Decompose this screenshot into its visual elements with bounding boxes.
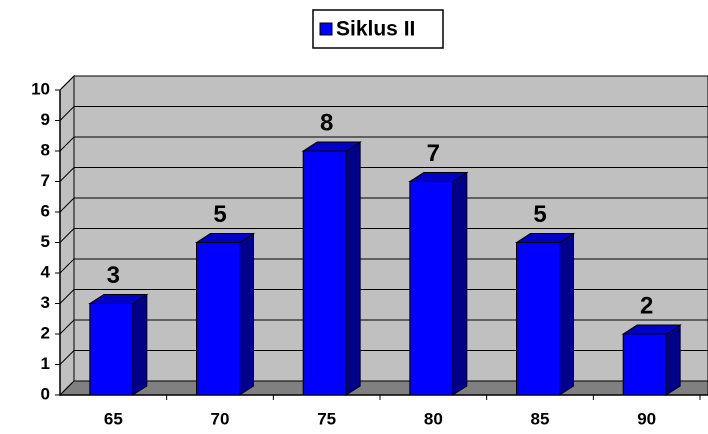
y-tick-label: 2 [41,323,50,342]
bar-side [239,232,254,396]
y-tick-label: 3 [41,293,50,312]
grid-line [59,167,708,182]
legend-swatch [319,22,333,36]
bar [196,242,240,396]
bar-side [559,232,574,396]
data-label: 8 [320,109,333,136]
bar [89,303,134,396]
x-tick-label: 65 [104,409,123,428]
x-tick-label: 70 [211,409,230,428]
bar [302,150,347,396]
bar [409,181,454,396]
data-label: 7 [427,140,440,167]
y-tick-label: 8 [41,140,50,159]
data-label: 3 [107,262,120,289]
legend-box [312,9,444,49]
bar-side [132,293,148,396]
grid-line [59,197,708,213]
grid-line [59,289,708,304]
grid-line [59,75,708,91]
floor [58,380,708,396]
legend-label: Siklus II [336,18,415,41]
bar-side [452,171,468,396]
data-label: 5 [533,201,546,228]
bar-side [665,324,681,396]
y-tick-label: 1 [41,354,50,373]
bar-side [345,141,361,396]
y-tick-label: 4 [41,262,51,281]
x-tick-label: 85 [531,409,550,428]
y-tick-label: 0 [41,384,50,403]
grid-line [59,350,708,365]
grid-line [59,136,708,152]
grid-line [59,380,708,396]
bar [622,333,667,396]
grid-line [59,228,708,243]
y-tick-label: 9 [41,110,50,129]
data-label: 2 [640,292,653,319]
data-label: 5 [213,201,226,228]
legend: Siklus II [312,9,444,49]
grid-line [59,258,708,274]
grid-line [59,319,708,335]
x-tick-label: 75 [317,409,336,428]
y-tick-label: 6 [41,201,50,220]
y-tick-label: 7 [41,171,50,190]
y-tick-label: 5 [41,232,50,251]
y-tick-label: 10 [31,79,50,98]
x-tick-label: 90 [637,409,656,428]
x-tick-label: 80 [424,409,443,428]
grid-line [59,106,708,121]
bar [516,242,560,396]
